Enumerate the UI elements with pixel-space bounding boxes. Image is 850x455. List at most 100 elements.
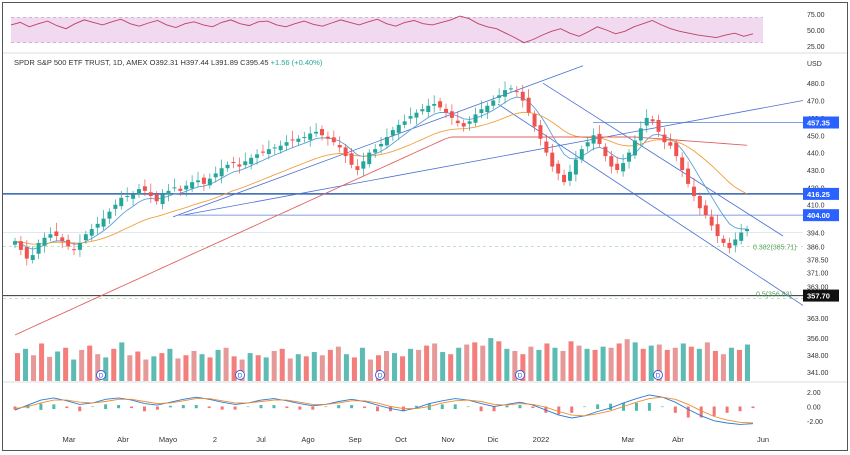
macd-histogram-bar [699,406,703,418]
macd-histogram-bar [298,406,302,410]
candle-body [562,174,567,183]
candle-body [485,105,490,112]
channel-upper-line [172,65,584,218]
dividend-marker [375,370,385,380]
volume-bar [111,348,117,381]
volume-bar [664,349,670,381]
fib-label-050: 0.5(356.83) [756,291,792,298]
macd-histogram-bar [117,405,121,409]
candle-body [225,164,230,169]
volume-bar [15,353,21,381]
volume-bar [672,347,678,381]
dividend-marker-label: D [656,373,661,380]
channel-lower-line [182,100,804,216]
volume-bar [568,341,574,381]
volume-bar [600,346,606,381]
rsi-band [11,17,763,43]
rsi-tick-label: 50.00 [807,28,825,35]
volume-bar [496,341,502,381]
volume-bar [712,350,718,381]
candle-body [207,178,212,186]
candle-body [680,157,685,170]
candle-body [308,133,313,140]
candle-body [644,117,649,126]
candle-body [379,143,384,147]
volume-bar [39,343,45,381]
candle-body [18,241,23,250]
macd-histogram-bar [285,406,289,409]
candle-body [538,125,543,139]
volume-bar [175,358,181,381]
rsi-tick-label: 25.00 [807,44,825,51]
candle-body [550,152,555,167]
candle-body [154,194,159,202]
volume-bar [375,355,381,381]
candle-body [432,104,437,106]
macd-histogram-bar [142,406,146,412]
candle-body [438,101,443,108]
x-tick-label: 2022 [533,435,550,444]
volume-bar [464,344,470,381]
volume-bar [63,347,69,381]
dividend-marker-label: D [378,373,383,380]
candle-body [691,186,696,197]
macd-histogram-bar [52,404,56,410]
price-panel: 0.382(385.71) 0.5(356.83) [3,65,804,336]
macd-histogram-bar [686,406,690,418]
candle-body [60,237,65,242]
macd-histogram-bar [531,406,535,409]
volume-bar [640,348,646,381]
volume-bar [616,343,622,381]
macd-histogram-bar [751,406,755,409]
signal-line [14,396,754,424]
price-tag [803,187,839,200]
volume-panel: 363.00 356.00 348.00 341.00 D D D D D [3,316,847,383]
candle-body [384,137,389,146]
high-value: H397.44 [180,58,209,67]
candle-body [615,163,620,170]
macd-panel: 2.00 0.00 -2.00 [13,390,823,426]
candle-body [48,234,53,238]
candle-body [420,109,425,112]
candle-body [13,241,17,245]
price-tick-label: 450.0 [807,133,825,140]
candle-body [526,97,531,113]
volume-bar [560,350,566,381]
candle-body [573,159,578,175]
low-value: L391.89 [210,58,239,67]
volume-bar [688,346,694,381]
rsi-line [10,15,754,44]
candle-body [260,151,265,153]
candle-body [54,231,59,236]
volume-bar [207,357,213,381]
price-tick-label: 430.0 [807,168,825,175]
volume-bar [504,348,510,381]
volume-bar [79,349,85,381]
price-tick-label: 386.0 [807,244,825,251]
candle-body [320,129,325,136]
chart-canvas[interactable]: 75.00 50.00 25.00 0.382(385.71) 0.5(356.83)… [3,3,847,450]
volume-bar [335,346,341,381]
volume-tick-label: 341.00 [807,370,829,377]
macd-line [14,394,754,425]
volume-bar [528,346,534,381]
macd-histogram-bar [259,405,263,409]
candle-body [603,146,608,157]
price-tag [803,289,839,302]
candle-body [255,154,260,158]
macd-histogram-bar [233,406,237,410]
macd-histogram-bar [350,405,354,409]
volume-bar [31,355,37,381]
candle-body [36,242,41,254]
candle-body [390,130,395,136]
volume-bar [351,357,357,381]
volume-bar [432,343,438,381]
candle-body [662,134,667,143]
macd-histogram-bar [660,406,664,408]
price-tag-label: 457.35 [807,118,830,127]
volume-bar [440,352,446,381]
volume-bar [143,359,149,381]
price-tick-label: 440.0 [807,151,825,158]
x-tick-label: Nov [441,435,455,444]
candle-body [697,196,702,209]
